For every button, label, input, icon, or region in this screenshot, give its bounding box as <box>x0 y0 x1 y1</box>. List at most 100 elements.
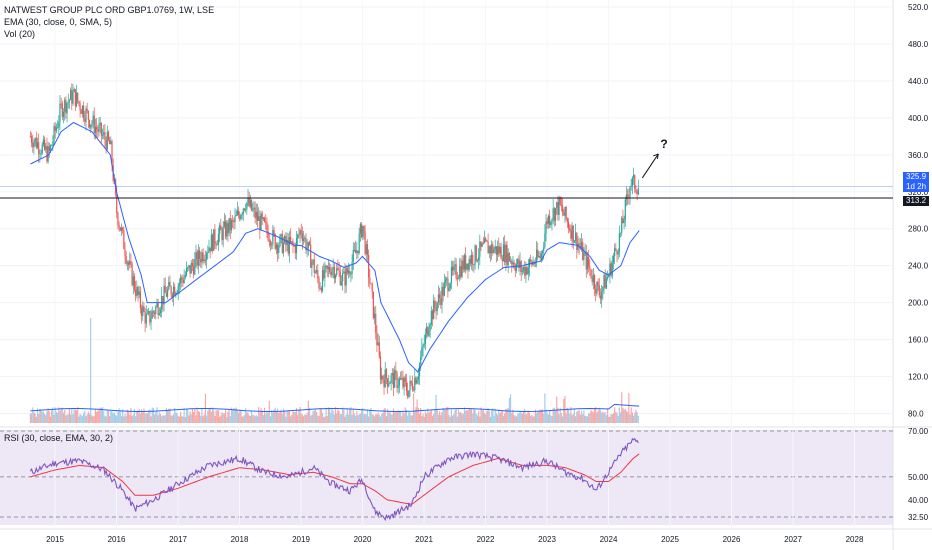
price-candle <box>493 246 495 254</box>
volume-spike-bar <box>90 318 92 423</box>
volume-bar <box>619 412 622 423</box>
volume-bar <box>513 415 515 423</box>
candle-body <box>193 266 195 275</box>
volume-bar <box>94 408 97 423</box>
candle-body <box>103 132 105 135</box>
price-candle <box>428 322 430 337</box>
volume-bar <box>370 407 372 423</box>
price-candle <box>502 236 505 262</box>
candle-body <box>138 291 140 296</box>
volume-bar <box>123 416 125 423</box>
price-candle <box>73 87 75 93</box>
volume-bar <box>143 408 145 423</box>
candle-body <box>120 227 123 231</box>
price-candle <box>492 241 494 256</box>
volume-bar <box>332 410 334 423</box>
volume-bar <box>479 416 481 423</box>
price-candle <box>377 333 379 346</box>
volume-bar <box>185 408 188 423</box>
ema-legend[interactable]: EMA (30, close, 0, SMA, 5) <box>4 17 113 27</box>
price-candle <box>118 221 120 232</box>
candle-body <box>301 233 304 242</box>
candle-body <box>217 234 220 245</box>
volume-bar <box>339 413 341 423</box>
candle-body <box>36 142 39 148</box>
volume-bar <box>159 413 162 423</box>
price-candle <box>71 83 73 111</box>
price-candle <box>402 370 404 390</box>
price-candle <box>261 210 263 226</box>
volume-bar <box>262 415 264 423</box>
candle-body <box>54 126 56 131</box>
candle-body <box>51 145 53 147</box>
price-candle <box>409 375 411 397</box>
price-candle <box>431 309 434 327</box>
volume-bar <box>178 416 181 423</box>
price-candle <box>386 378 389 394</box>
candle-body <box>127 262 130 265</box>
price-candle <box>284 234 286 245</box>
price-candle <box>630 178 632 191</box>
price-candle <box>248 191 250 208</box>
volume-bar <box>300 413 302 423</box>
candle-body <box>590 269 592 278</box>
price-candle <box>360 222 363 239</box>
volume-bar <box>248 415 250 423</box>
volume-bar <box>567 409 570 423</box>
volume-bar <box>492 408 494 423</box>
volume-bar <box>275 411 277 423</box>
candle-body <box>318 278 320 289</box>
volume-bar <box>116 415 118 423</box>
chart-title-legend[interactable]: NATWEST GROUP PLC ORD GBP1.0769, 1W, LSE <box>4 5 215 15</box>
price-candle <box>593 273 596 296</box>
volume-bar <box>259 412 261 423</box>
volume-legend[interactable]: Vol (20) <box>4 29 36 39</box>
volume-bar <box>424 411 427 423</box>
volume-bar <box>175 412 177 423</box>
volume-bar <box>505 409 507 423</box>
rsi-legend[interactable]: RSI (30, close, EMA, 30, 2) <box>4 433 114 443</box>
candle-body <box>255 211 257 219</box>
candle-body <box>332 267 334 269</box>
candle-body <box>392 373 395 388</box>
price-candle <box>223 213 225 229</box>
price-candle <box>615 242 617 252</box>
volume-bar <box>577 410 579 423</box>
volume-bar <box>336 413 338 423</box>
candle-body <box>634 175 636 190</box>
volume-bar <box>138 409 140 423</box>
volume-bar <box>60 408 62 423</box>
volume-bar <box>170 415 172 423</box>
price-candle <box>241 211 243 220</box>
volume-bar <box>442 407 444 423</box>
price-candle <box>204 250 207 266</box>
candle-body <box>174 286 176 295</box>
candle-body <box>149 311 151 323</box>
price-candle <box>407 382 409 400</box>
price-candle <box>41 142 43 155</box>
price-candle <box>562 198 564 217</box>
volume-bar <box>350 407 352 423</box>
price-candle <box>384 361 386 388</box>
volume-bar <box>365 414 367 423</box>
price-candle <box>281 230 283 254</box>
volume-bar <box>483 412 486 423</box>
volume-bar <box>383 408 385 423</box>
volume-bar <box>278 412 280 423</box>
candle-body <box>85 108 87 122</box>
candle-body <box>84 117 86 122</box>
volume-bar <box>164 414 166 423</box>
candle-body <box>390 375 392 383</box>
volume-bar <box>326 415 328 423</box>
price-candle <box>355 240 357 254</box>
volume-bar <box>258 407 260 423</box>
candle-body <box>468 259 470 270</box>
price-candle <box>207 245 209 260</box>
volume-bar <box>487 407 489 423</box>
volume-bar <box>631 412 633 423</box>
price-candle <box>435 300 437 320</box>
candle-body <box>106 131 108 150</box>
candle-body <box>62 111 65 117</box>
price-candle <box>344 263 346 294</box>
